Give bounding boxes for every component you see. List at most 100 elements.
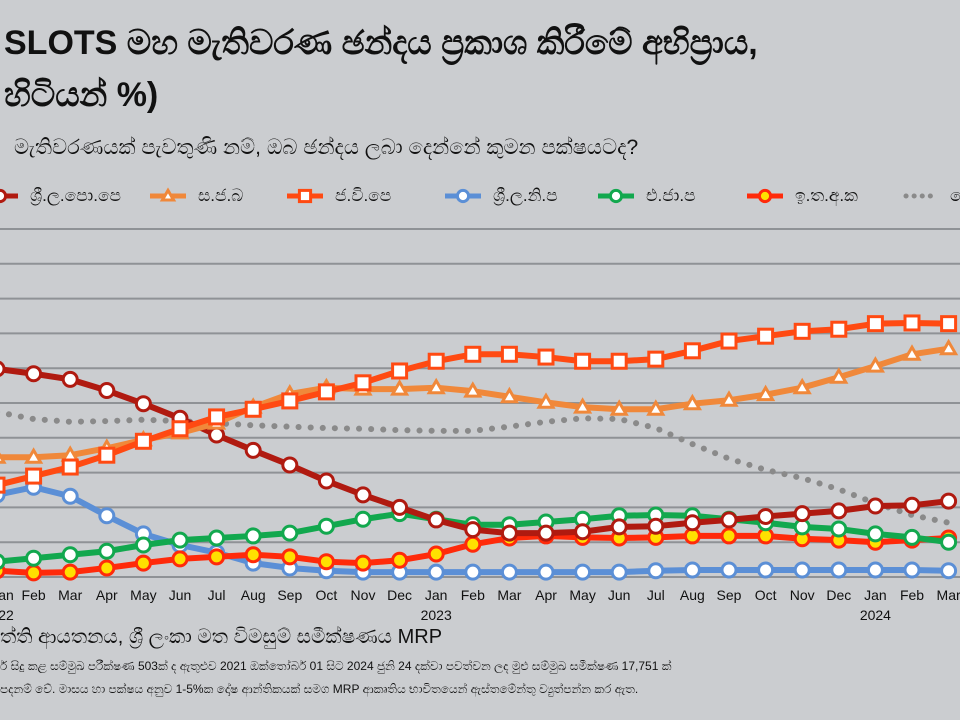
circle-marker <box>354 554 372 572</box>
legend-item: එ.ජා.ප <box>594 186 696 206</box>
legend-swatch-icon <box>150 187 186 202</box>
legend-label: ඉ.ත.අ.ක <box>795 186 858 205</box>
circle-marker <box>171 531 189 549</box>
circle-marker <box>903 561 921 579</box>
x-tick-label: Mar <box>497 587 522 603</box>
legend-swatch-icon <box>903 193 941 199</box>
circle-marker <box>281 548 299 566</box>
legend-label: ස.ජ.බ <box>198 186 244 205</box>
x-tick-label: Nov <box>789 587 815 603</box>
x-tick-label: Dec <box>387 587 413 603</box>
circle-marker <box>25 564 43 582</box>
triangle-marker <box>426 377 446 395</box>
circle-marker <box>537 524 555 542</box>
circle-marker <box>830 520 848 538</box>
circle-marker <box>683 561 701 579</box>
series-line <box>0 409 952 526</box>
x-tick-label: Jun <box>168 587 192 603</box>
circle-marker <box>610 518 628 536</box>
circle-marker <box>427 511 445 529</box>
legend-item: ශ්‍රී.ල.නි.ප <box>441 186 558 206</box>
triangle-marker <box>0 452 7 464</box>
circle-marker <box>281 524 299 542</box>
x-tick-label: Dec <box>826 587 852 603</box>
circle-marker <box>455 188 471 204</box>
source-note: ත්ති ආයතනය, ශ්‍රී ලංකා මත විමසුම් සමීක්ෂ… <box>0 626 443 648</box>
square-marker <box>317 383 335 401</box>
circle-marker <box>464 563 482 581</box>
circle-marker <box>134 395 152 413</box>
legend-swatch-icon <box>598 188 634 204</box>
legend-swatch-icon <box>0 188 18 204</box>
square-marker <box>297 188 313 204</box>
x-tick-label: Feb <box>21 587 46 603</box>
circle-marker <box>866 561 884 579</box>
triangle-marker <box>829 367 849 384</box>
triangle-marker <box>902 344 922 361</box>
circle-marker <box>281 456 299 474</box>
square-marker <box>244 400 262 418</box>
circle-marker <box>134 554 152 572</box>
x-tick-label: Mar <box>58 587 83 603</box>
square-marker <box>464 345 482 363</box>
triangle-marker <box>609 399 629 416</box>
x-tick-label: Sep <box>277 587 303 603</box>
x-tick-label: Jan <box>424 587 448 603</box>
legend-label: ශ්‍රී.ල.නි.ප <box>493 186 558 205</box>
triangle-marker <box>646 399 666 416</box>
x-tick-label: Jun <box>607 587 631 603</box>
square-marker <box>0 476 6 494</box>
circle-marker <box>537 563 555 581</box>
circle-marker <box>647 517 665 535</box>
square-marker <box>500 345 518 363</box>
x-tick-label: Oct <box>754 587 777 603</box>
square-marker <box>757 327 775 345</box>
circle-marker <box>793 505 811 523</box>
triangle-marker <box>938 338 959 356</box>
circle-marker <box>610 563 628 581</box>
square-marker <box>537 348 555 366</box>
circle-marker <box>317 553 335 571</box>
square-marker <box>427 352 445 370</box>
circle-marker <box>98 507 116 525</box>
square-marker <box>171 420 189 438</box>
circle-marker <box>25 365 43 383</box>
legend-item: ශ්‍රී.ල.පො.පෙ <box>0 186 121 206</box>
circle-marker <box>0 360 6 377</box>
year-label: 2024 <box>859 607 891 623</box>
circle-marker <box>208 529 226 547</box>
circle-marker <box>208 548 226 566</box>
square-marker <box>903 314 921 332</box>
series-ශ්‍රී.ල.පො.පෙ <box>0 360 958 542</box>
legend-swatch-icon <box>747 188 783 204</box>
legend-item: ජ.වි.පෙ <box>283 186 391 206</box>
series-ජ.වි.පෙ <box>0 314 958 494</box>
triangle-marker <box>499 386 520 404</box>
square-marker <box>940 315 958 333</box>
circle-marker <box>793 561 811 579</box>
circle-marker <box>647 562 665 580</box>
square-marker <box>647 350 665 368</box>
circle-marker <box>830 502 848 520</box>
triangle-marker <box>792 377 812 395</box>
circle-marker <box>61 370 79 388</box>
chart-title-line2: හිටියන් %) <box>4 76 159 114</box>
circle-marker <box>757 507 775 525</box>
circle-marker <box>354 510 372 528</box>
x-tick-label: Feb <box>460 587 485 603</box>
triangle-marker <box>389 379 410 396</box>
square-marker <box>793 322 811 340</box>
circle-marker <box>427 563 445 581</box>
circle-marker <box>427 545 445 563</box>
triangle-marker <box>23 447 44 464</box>
legend-label: වෙ <box>950 186 960 206</box>
square-marker <box>98 446 116 464</box>
circle-marker <box>391 498 409 516</box>
x-tick-label: May <box>569 587 596 603</box>
legend-label: ශ්‍රී.ල.පො.පෙ <box>30 186 122 205</box>
year-label: 22 <box>0 607 14 623</box>
square-marker <box>134 432 152 450</box>
chart-title-line1: SLOTS මහ මැතිවරණ ඡන්දය ප්‍රකාශ කිරීමේ අභ… <box>4 24 758 62</box>
